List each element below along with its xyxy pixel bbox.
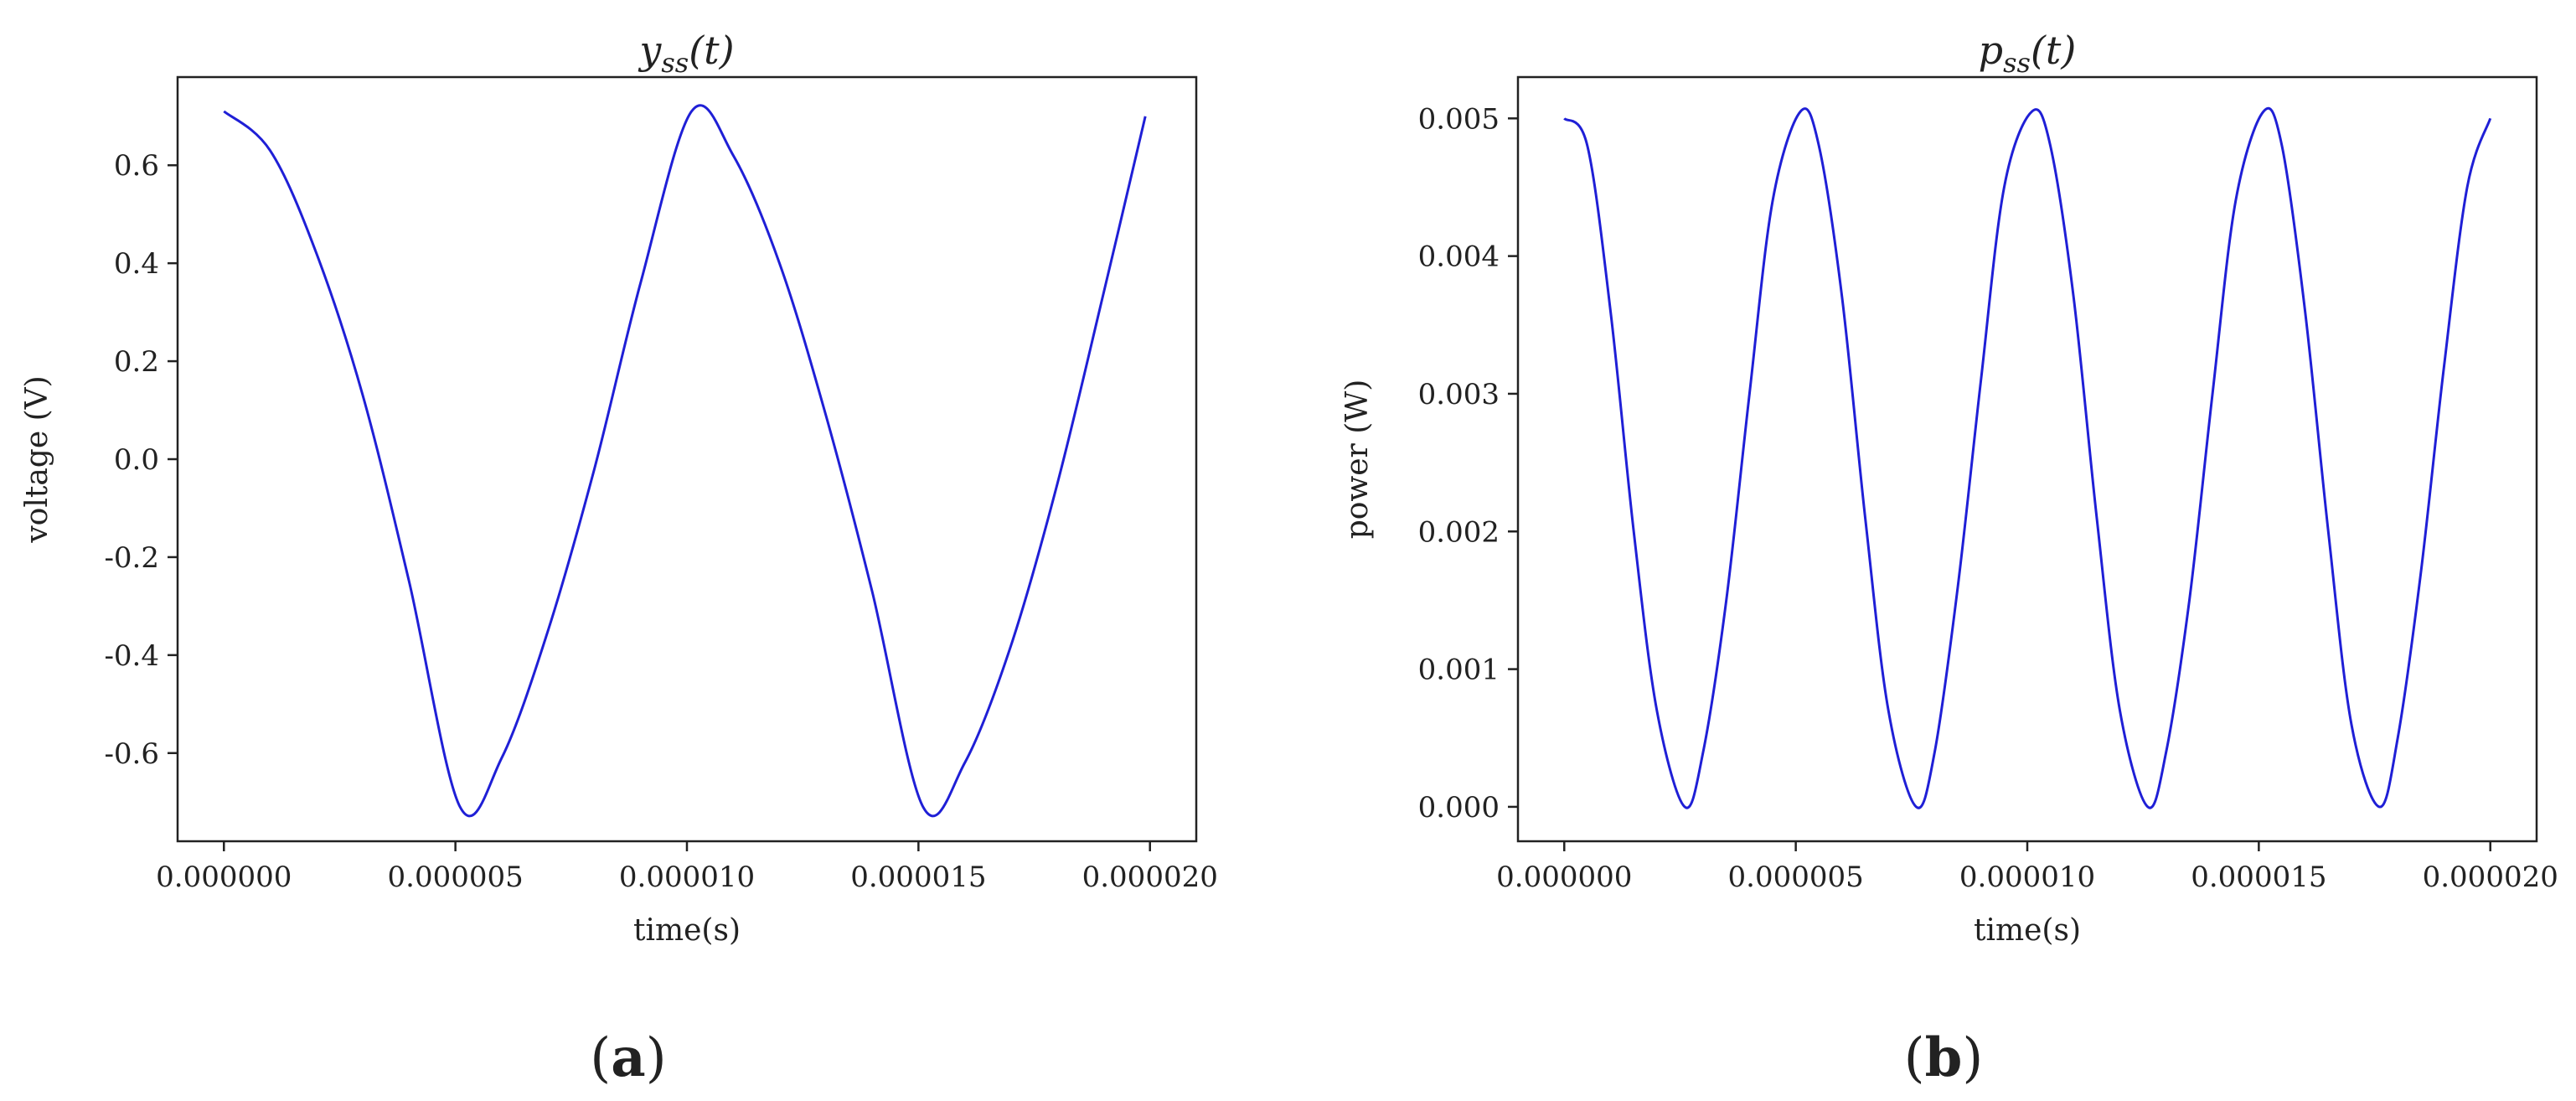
x-tick-label: 0.000000: [1496, 861, 1632, 894]
panel-label-a: (a): [590, 1026, 666, 1089]
y-tick-label: 0.001: [1418, 654, 1500, 687]
x-axis-label: time(s): [1974, 913, 2081, 948]
y-axis-label: voltage (V): [20, 375, 54, 543]
y-tick-label: 0.003: [1418, 378, 1500, 411]
y-tick-label: 0.005: [1418, 102, 1500, 136]
x-tick-label: 0.000020: [1082, 861, 1218, 894]
x-tick-label: 0.000010: [1959, 861, 2095, 894]
y-tick-label: 0.4: [114, 247, 159, 281]
title-sub: ss: [661, 47, 689, 79]
chart-panel-a: -0.6-0.4-0.20.00.20.40.6 0.000000 0.00000…: [20, 28, 1218, 1089]
y-tick-label: 0.002: [1418, 515, 1500, 549]
x-tick-label: 0.000020: [2423, 861, 2558, 894]
y-tick-label: 0.000: [1418, 791, 1500, 824]
y-tick-label: -0.2: [104, 541, 159, 575]
x-tick-label: 0.000005: [388, 861, 524, 894]
y-tick-label: 0.0: [114, 443, 159, 477]
x-ticks: 0.000000 0.000005 0.000010 0.000015 0.000020: [1496, 841, 2558, 894]
x-tick-label: 0.000010: [619, 861, 755, 894]
x-axis-label: time(s): [633, 913, 741, 948]
title-base: y: [638, 28, 662, 73]
y-tick-label: 0.6: [114, 149, 159, 183]
y-ticks: -0.6 -0.4 -0.2 0.0 0.2 0.4 0.6: [104, 149, 178, 771]
title-base: p: [1979, 28, 2003, 73]
title-arg: (t): [2031, 28, 2076, 73]
y-tick-label: -0.6: [104, 737, 159, 771]
y-tick-label: 0.004: [1418, 240, 1500, 274]
x-tick-label: 0.000005: [1728, 861, 1864, 894]
title-arg: (t): [689, 28, 734, 73]
series-line-power: [1563, 106, 2492, 809]
series-line-voltage: [223, 104, 1147, 818]
x-ticks: 0.000000 0.000005 0.000010 0.000015 0.000020: [156, 841, 1218, 894]
y-tick-label: 0.2: [114, 345, 159, 379]
plot-area-frame: [176, 75, 1198, 843]
chart-title: pss(t): [1979, 28, 2077, 79]
chart-title: yss(t): [638, 28, 734, 79]
plot-area-frame: [1516, 75, 2538, 843]
y-axis-label: power (W): [1340, 380, 1375, 540]
y-tick-label: -0.4: [104, 639, 159, 673]
title-sub: ss: [2003, 47, 2031, 79]
panel-label-b: (b): [1904, 1026, 1984, 1089]
x-tick-label: 0.000015: [850, 861, 986, 894]
x-tick-label: 0.000015: [2191, 861, 2326, 894]
y-ticks: 0.000 0.001 0.002 0.003 0.004 0.005: [1418, 102, 1518, 824]
x-tick-label: 0.000000: [156, 861, 292, 894]
